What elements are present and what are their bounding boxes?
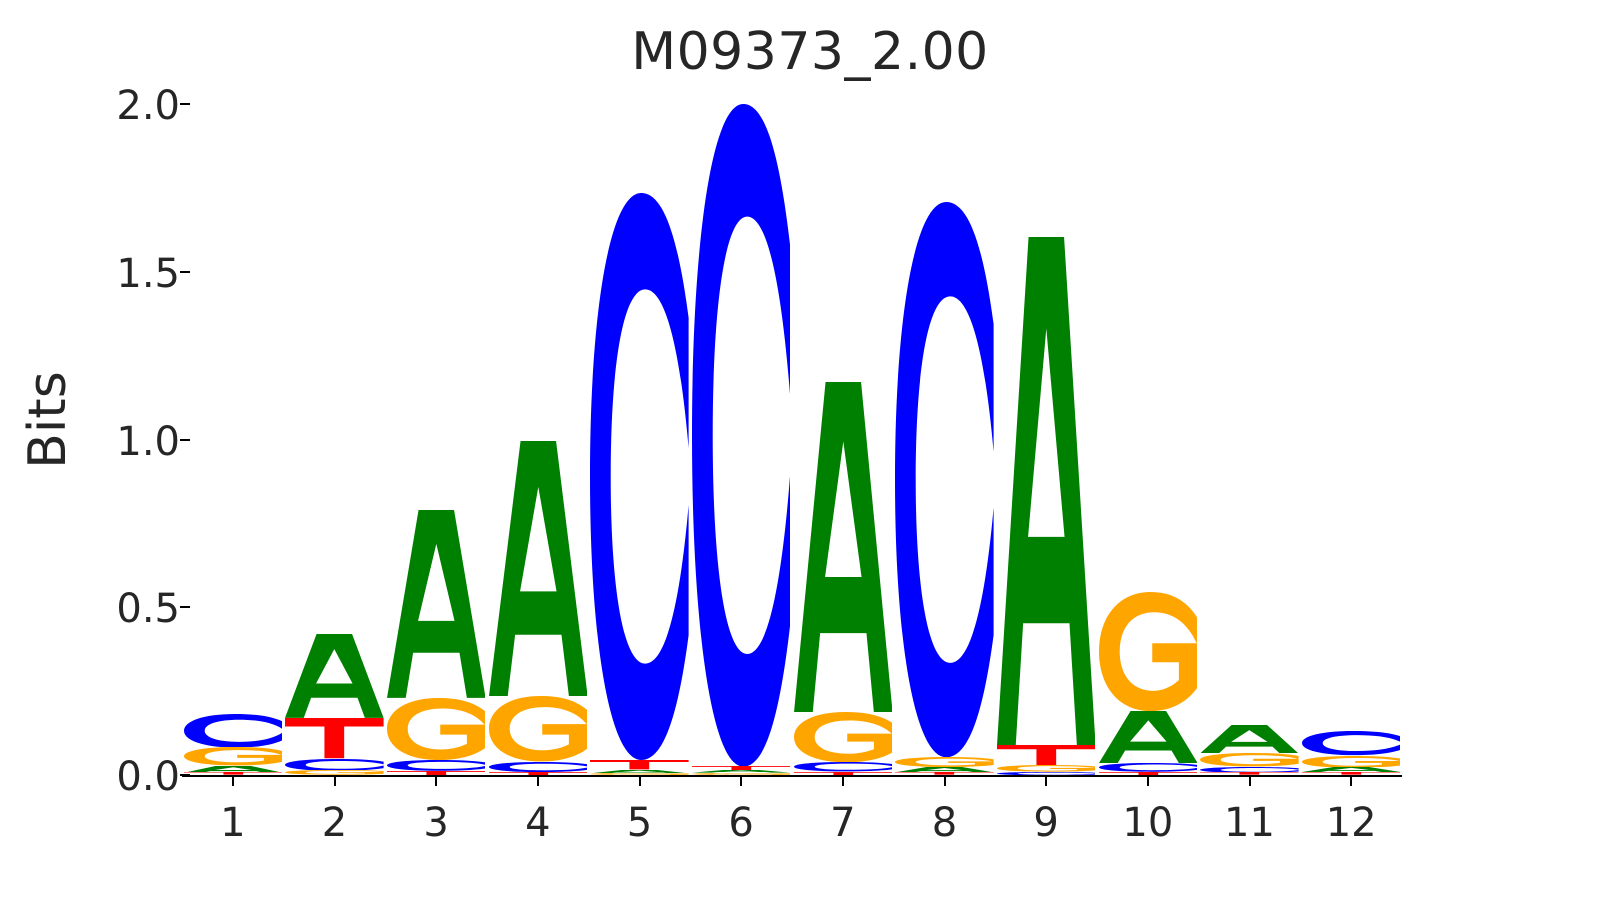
logo-letter-t [590, 760, 689, 770]
logo-letter-g [895, 756, 994, 767]
logo-stack [386, 50, 486, 775]
logo-letter-g [1200, 753, 1299, 767]
logo-letter-t [1200, 772, 1299, 775]
logo-letter-c [793, 762, 893, 772]
logo-letter-a [691, 770, 791, 773]
logo-letter-t [488, 771, 588, 775]
logo-letter-a [996, 236, 1096, 745]
x-tick-mark [1350, 777, 1353, 786]
x-tick-mark [333, 777, 336, 786]
logo-letter-g [285, 770, 384, 775]
x-tick-label: 12 [1325, 800, 1377, 846]
x-tick-mark [1045, 777, 1048, 786]
x-tick-label: 5 [626, 800, 653, 846]
x-tick-mark [841, 777, 844, 786]
y-tick-label: 2.0 [116, 83, 180, 129]
logo-stack [1098, 50, 1198, 775]
logo-letter-c [386, 759, 486, 771]
logo-letter-g [793, 711, 893, 763]
logo-letter-a [488, 441, 588, 697]
logo-letter-t [996, 744, 1096, 765]
logo-stack [996, 50, 1096, 775]
logo-letter-a [285, 634, 384, 719]
logo-letter-a [1098, 710, 1198, 763]
x-tick-label: 2 [321, 800, 348, 846]
logo-letter-g [183, 747, 283, 766]
x-tick-label: 1 [220, 800, 246, 846]
y-tick-mark [180, 270, 190, 273]
logo-letter-g [386, 697, 486, 760]
y-tick-label: 0.0 [116, 754, 180, 800]
logo-stack [895, 50, 994, 775]
y-tick-label: 1.5 [116, 250, 180, 297]
logo-stack [1301, 50, 1401, 775]
logo-letter-a [386, 509, 486, 698]
x-tick-label: 10 [1122, 800, 1174, 846]
x-tick-mark [1146, 777, 1149, 786]
logo-letter-a [1301, 767, 1401, 773]
logo-letter-g [996, 764, 1096, 772]
logo-letter-g [590, 773, 689, 775]
logo-letter-t [895, 772, 994, 775]
logo-stack [590, 50, 689, 775]
x-tick-mark [1248, 777, 1251, 786]
y-tick-mark [180, 606, 190, 609]
x-tick-mark [943, 777, 946, 786]
y-tick-mark [180, 103, 190, 105]
x-tick-mark [231, 777, 234, 786]
x-tick-mark [740, 777, 743, 786]
y-tick-mark [180, 438, 190, 441]
logo-letter-t [285, 718, 384, 759]
y-tick-label: 0.5 [116, 586, 180, 633]
x-tick-label: 3 [423, 800, 449, 846]
logo-letter-a [1200, 724, 1299, 754]
logo-letter-t [1301, 772, 1401, 775]
logo-letter-c [590, 193, 689, 761]
logo-letter-c [1098, 762, 1198, 772]
logo-letter-g [691, 773, 791, 775]
logo-stack [1200, 50, 1299, 775]
logo-letter-c [691, 103, 791, 767]
logo-plot-area [182, 50, 1402, 775]
logo-stack [793, 50, 893, 775]
x-tick-label: 11 [1224, 800, 1275, 846]
logo-letter-a [183, 765, 283, 773]
logo-letter-c [895, 201, 994, 757]
logo-letter-g [488, 696, 588, 762]
logo-letter-t [386, 770, 486, 775]
logo-letter-c [488, 761, 588, 772]
logo-letter-c [285, 758, 384, 771]
x-tick-label: 9 [1033, 800, 1059, 846]
logo-letter-a [895, 766, 994, 773]
y-axis-ticks: 0.0 0.5 1.0 1.5 2.0 [40, 0, 190, 900]
x-axis-line [182, 775, 1402, 777]
x-tick-mark [536, 777, 539, 786]
logo-letter-c [183, 713, 283, 748]
logo-letter-g [1301, 755, 1401, 768]
x-tick-label: 8 [931, 800, 958, 846]
logo-letter-c [996, 771, 1096, 775]
x-tick-label: 7 [830, 800, 856, 846]
logo-letter-t [691, 766, 791, 771]
logo-stack [285, 50, 384, 775]
x-tick-mark [435, 777, 438, 786]
logo-letter-g [1098, 591, 1198, 711]
x-tick-label: 4 [525, 800, 551, 846]
page-title: M09373_2.00 [631, 22, 989, 82]
x-tick-label: 6 [728, 800, 754, 846]
logo-letter-t [1098, 771, 1198, 775]
logo-letter-c [1301, 731, 1401, 756]
y-tick-label: 1.0 [116, 418, 180, 465]
logo-letter-a [793, 381, 893, 712]
logo-letter-t [793, 771, 893, 775]
logo-letter-c [1200, 766, 1299, 773]
x-tick-mark [638, 777, 641, 786]
logo-letter-a [590, 769, 689, 773]
logo-letter-t [183, 772, 283, 775]
logo-stack [691, 50, 791, 775]
logo-stack [183, 50, 283, 775]
logo-stack [488, 50, 588, 775]
